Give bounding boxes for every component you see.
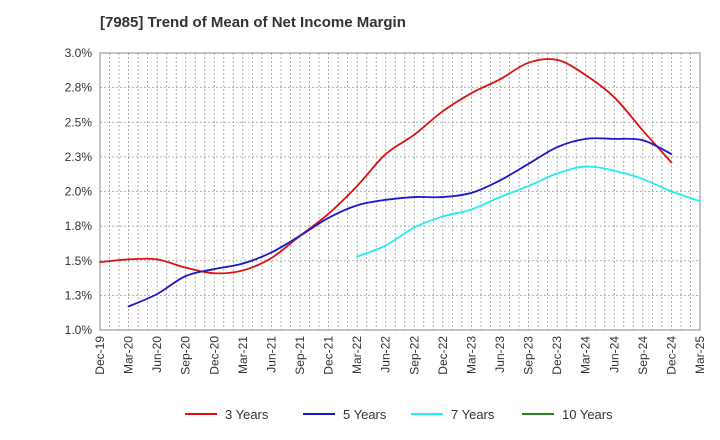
x-tick-label: Sep-24 [636,336,650,375]
series-line-3-years [99,58,673,275]
x-tick-label: Dec-24 [664,336,678,375]
x-tick-label: Dec-21 [322,336,336,375]
x-tick-label: Mar-24 [579,336,593,374]
chart-title: [7985] Trend of Mean of Net Income Margi… [100,14,406,31]
legend-label-3-years: 3 Years [225,407,269,422]
x-tick-label: Dec-20 [207,336,221,375]
y-tick-label: 2.3% [65,150,93,164]
y-tick-label: 2.8% [65,81,93,95]
x-tick-label: Jun-21 [264,336,278,373]
legend-label-5-years: 5 Years [343,407,387,422]
x-tick-label: Mar-22 [350,336,364,374]
legend-label-7-years: 7 Years [451,407,495,422]
series-line-5-years [127,137,673,308]
plot-frame [99,52,701,331]
x-tick-label: Dec-23 [550,336,564,375]
x-tick-label: Sep-20 [179,336,193,375]
y-tick-label: 1.0% [65,323,93,337]
x-tick-label: Sep-22 [407,336,421,375]
axis-layer: 1.0% 1.3% 1.5% 1.8% 2.0% 2.3% 2.5% 2.8% 3.0% Dec-… [65,46,707,375]
x-tick-label: Mar-23 [464,336,478,374]
x-tick-label: Sep-23 [522,336,536,375]
x-tick-label: Mar-20 [122,336,136,374]
y-tick-label: 3.0% [65,46,93,60]
grid-layer [99,52,701,331]
legend-label-10-years: 10 Years [562,407,613,422]
y-tick-label: 1.3% [65,288,93,302]
legend: 3 Years 5 Years 7 Years 10 Years [185,407,613,422]
x-tick-label: Mar-25 [693,336,707,374]
y-tick-label: 1.5% [65,254,93,268]
y-tick-label: 1.8% [65,219,93,233]
x-tick-label: Jun-24 [607,336,621,373]
x-tick-label: Sep-21 [293,336,307,375]
y-tick-label: 2.5% [65,115,93,129]
series-layer [99,58,701,308]
x-tick-label: Mar-21 [236,336,250,374]
x-tick-label: Jun-20 [150,336,164,373]
x-tick-label: Dec-19 [93,336,107,375]
series-line-7-years [356,165,701,258]
x-tick-label: Dec-22 [436,336,450,375]
x-tick-label: Jun-23 [493,336,507,373]
y-tick-label: 2.0% [65,185,93,199]
x-tick-label: Jun-22 [379,336,393,373]
